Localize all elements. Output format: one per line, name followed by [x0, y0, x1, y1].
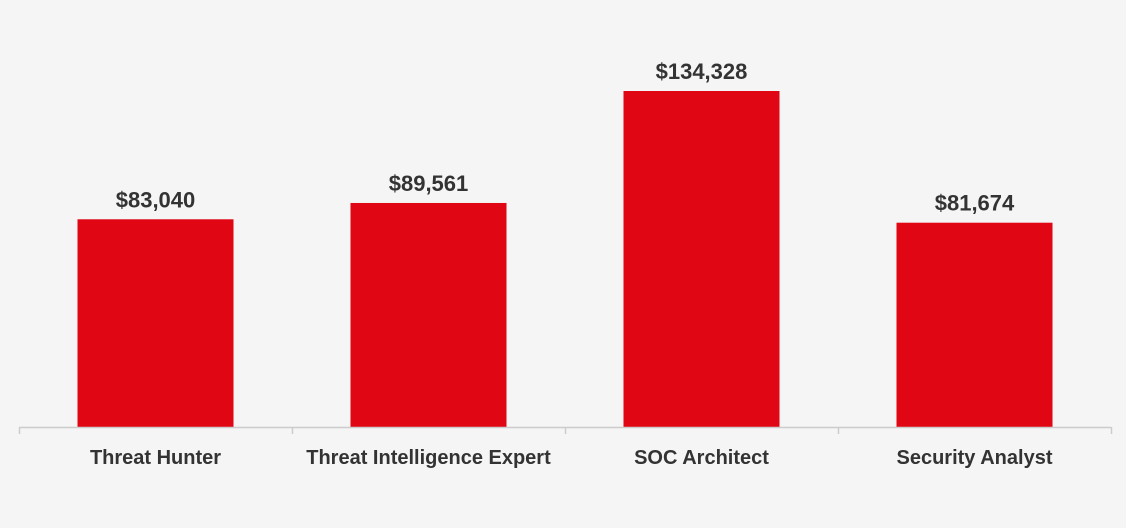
category-labels-group: Threat Hunter Threat Intelligence Expert S…	[90, 447, 1053, 469]
value-labels-group: $83,040 $89,561 $134,328 $81,674	[116, 59, 1015, 216]
category-label: Security Analyst	[897, 447, 1053, 469]
x-axis-ticks-group	[18, 427, 1113, 434]
bar-value-label: $89,561	[389, 171, 469, 196]
bar-value-label: $134,328	[656, 59, 748, 84]
category-label: Threat Hunter	[90, 447, 221, 469]
bar	[623, 91, 780, 427]
bar-value-label: $81,674	[935, 191, 1015, 216]
category-label: Threat Intelligence Expert	[306, 447, 551, 469]
bar	[77, 219, 234, 427]
category-label: SOC Architect	[634, 447, 769, 469]
bar	[350, 202, 507, 427]
bar-value-label: $83,040	[116, 187, 196, 212]
bars-group	[77, 91, 1053, 427]
bar	[896, 222, 1053, 427]
